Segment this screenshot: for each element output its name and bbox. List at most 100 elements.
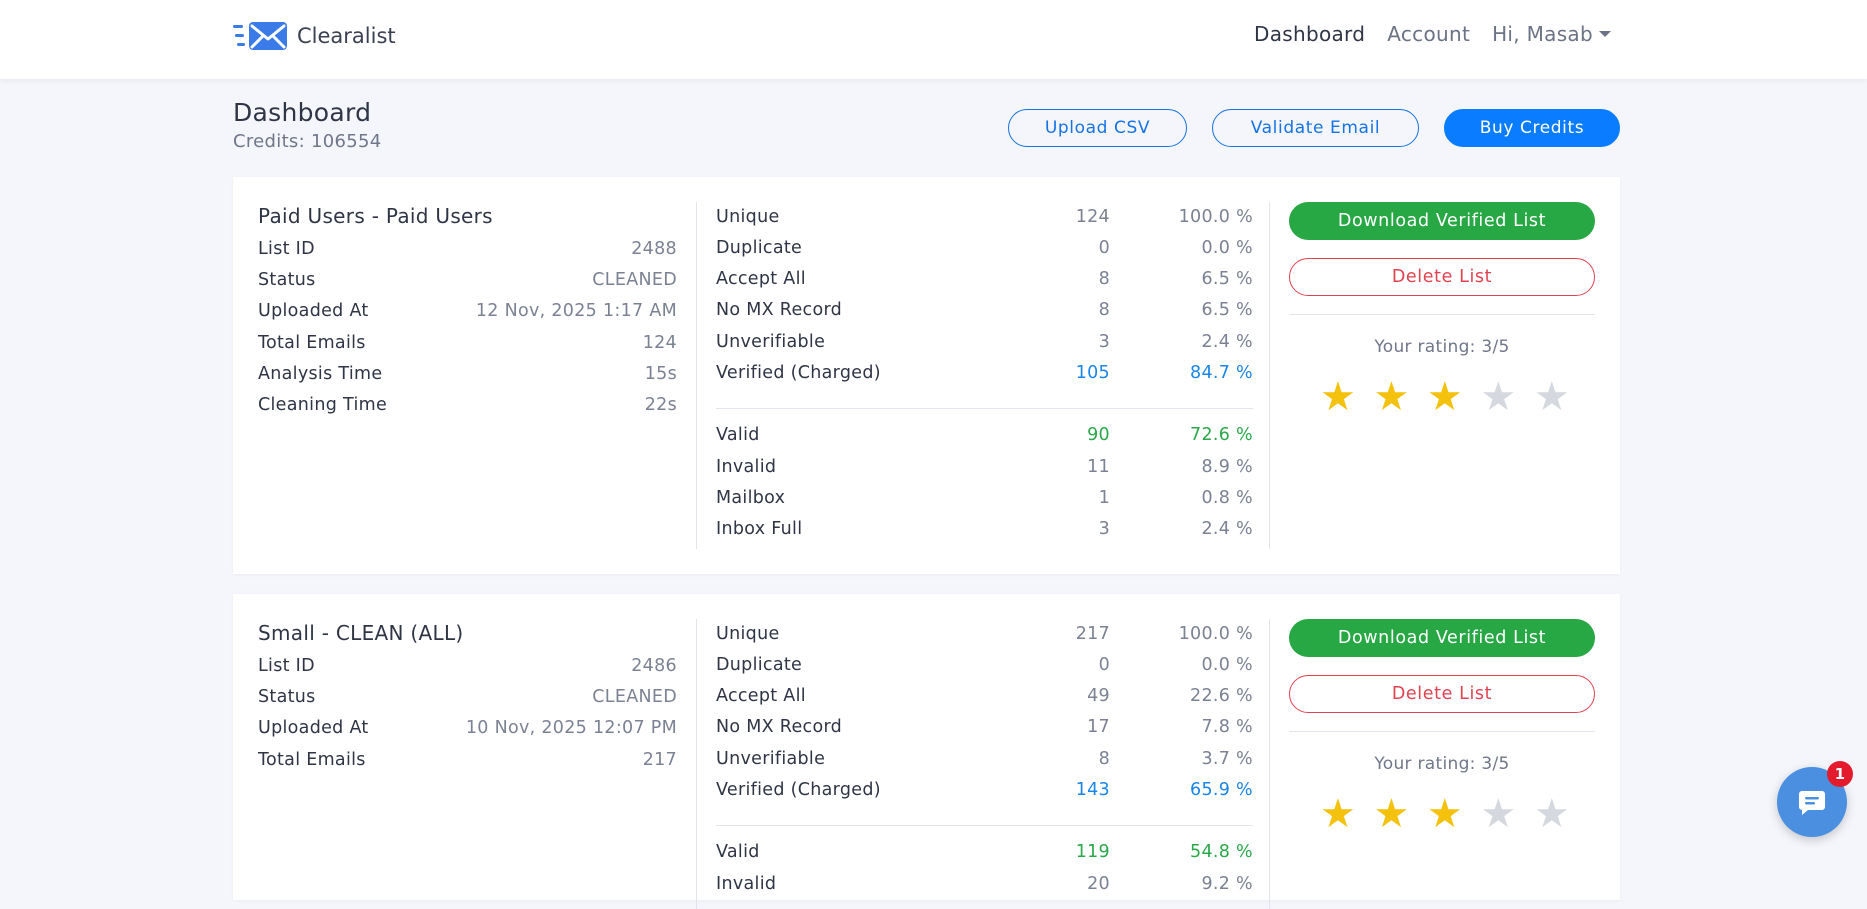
info-row: Uploaded At 12 Nov, 2025 1:17 AM <box>258 298 677 324</box>
result-count: 119 <box>1075 842 1110 862</box>
info-value: 22s <box>644 395 677 415</box>
info-row: List ID 2488 <box>258 236 677 262</box>
rating-text: Your rating: 3/5 <box>1374 754 1510 774</box>
stat-count: 105 <box>1075 363 1110 383</box>
stat-row: Unique 124 100.0 % <box>716 205 1253 231</box>
stat-percent: 6.5 % <box>1201 300 1253 320</box>
stat-percent: 100.0 % <box>1178 207 1253 227</box>
result-label: Valid <box>716 425 760 445</box>
star-icon[interactable]: ★ <box>1320 374 1357 420</box>
stat-row: Duplicate 0 0.0 % <box>716 236 1253 262</box>
nav-link-account[interactable]: Account <box>1387 22 1471 46</box>
buy-credits-button[interactable]: Buy Credits <box>1444 109 1620 147</box>
info-value: CLEANED <box>592 687 677 707</box>
column-divider <box>1269 202 1270 549</box>
result-percent: 2.4 % <box>1201 519 1253 539</box>
validate-email-button[interactable]: Validate Email <box>1212 109 1419 147</box>
result-row-valid: Valid 119 54.8 % <box>716 840 1253 866</box>
stat-count: 8 <box>1098 749 1110 769</box>
page-title: Dashboard <box>233 98 372 127</box>
star-icon[interactable]: ★ <box>1480 374 1517 420</box>
info-value: 12 Nov, 2025 1:17 AM <box>475 301 677 321</box>
star-icon[interactable]: ★ <box>1533 374 1570 420</box>
stat-label: Duplicate <box>716 655 803 675</box>
stat-row: Unverifiable 8 3.7 % <box>716 747 1253 773</box>
result-row-valid: Valid 90 72.6 % <box>716 423 1253 449</box>
stat-label: Accept All <box>716 686 806 706</box>
stat-row: Accept All 8 6.5 % <box>716 267 1253 293</box>
star-icon[interactable]: ★ <box>1373 374 1410 420</box>
result-label: Invalid <box>716 874 777 894</box>
upload-csv-button[interactable]: Upload CSV <box>1008 109 1187 147</box>
info-row: List ID 2486 <box>258 653 677 679</box>
info-label: Status <box>258 270 316 290</box>
list-name: Paid Users - Paid Users <box>258 204 493 228</box>
result-percent: 0.8 % <box>1201 488 1253 508</box>
envelope-logo-icon <box>233 22 287 50</box>
stat-percent: 84.7 % <box>1190 363 1253 383</box>
result-row: Invalid 20 9.2 % <box>716 872 1253 898</box>
stat-percent: 22.6 % <box>1190 686 1253 706</box>
star-icon[interactable]: ★ <box>1480 791 1517 837</box>
info-row: Cleaning Time 22s <box>258 392 677 418</box>
star-icon[interactable]: ★ <box>1320 791 1357 837</box>
info-label: Total Emails <box>258 750 366 770</box>
info-value: CLEANED <box>592 270 677 290</box>
stat-row-verified: Verified (Charged) 143 65.9 % <box>716 778 1253 804</box>
stat-label: Unique <box>716 207 780 227</box>
stat-percent: 3.7 % <box>1201 749 1253 769</box>
stat-count: 8 <box>1098 300 1110 320</box>
star-icon[interactable]: ★ <box>1426 374 1464 420</box>
info-row: Status CLEANED <box>258 267 677 293</box>
star-icon[interactable]: ★ <box>1533 791 1570 837</box>
stat-percent: 2.4 % <box>1201 332 1253 352</box>
credits-balance: Credits: 106554 <box>233 131 382 152</box>
result-percent: 8.9 % <box>1201 457 1253 477</box>
stat-count: 3 <box>1098 332 1110 352</box>
stat-count: 49 <box>1087 686 1110 706</box>
result-count: 1 <box>1098 488 1110 508</box>
star-rating: ★ ★ ★ ★ ★ <box>1320 377 1570 417</box>
chat-unread-badge: 1 <box>1827 761 1853 787</box>
info-row: Status CLEANED <box>258 684 677 710</box>
stat-label: Duplicate <box>716 238 803 258</box>
brand-logo[interactable]: Clearalist <box>233 20 396 52</box>
download-verified-list-button[interactable]: Download Verified List <box>1289 202 1595 240</box>
stat-percent: 7.8 % <box>1201 717 1253 737</box>
result-label: Inbox Full <box>716 519 803 539</box>
stat-row: Unverifiable 3 2.4 % <box>716 330 1253 356</box>
stat-row: Duplicate 0 0.0 % <box>716 653 1253 679</box>
info-row: Total Emails 217 <box>258 747 677 773</box>
stat-percent: 0.0 % <box>1201 655 1253 675</box>
star-icon[interactable]: ★ <box>1426 791 1464 837</box>
result-count: 20 <box>1087 874 1110 894</box>
info-label: List ID <box>258 656 315 676</box>
star-icon[interactable]: ★ <box>1373 791 1410 837</box>
stat-count: 0 <box>1098 655 1110 675</box>
result-percent: 54.8 % <box>1190 842 1253 862</box>
info-value: 10 Nov, 2025 12:07 PM <box>465 718 677 738</box>
user-menu-dropdown[interactable]: Hi, Masab <box>1492 22 1611 46</box>
stat-label: Unique <box>716 624 780 644</box>
nav-link-dashboard[interactable]: Dashboard <box>1254 22 1366 46</box>
download-verified-list-button[interactable]: Download Verified List <box>1289 619 1595 657</box>
stat-count: 17 <box>1087 717 1110 737</box>
stat-percent: 100.0 % <box>1178 624 1253 644</box>
stat-label: No MX Record <box>716 300 843 320</box>
stat-percent: 6.5 % <box>1201 269 1253 289</box>
list-card: Paid Users - Paid Users List ID 2488 Stat… <box>233 177 1620 574</box>
info-label: Total Emails <box>258 333 366 353</box>
stats-divider <box>716 825 1253 826</box>
delete-list-button[interactable]: Delete List <box>1289 258 1595 296</box>
info-value: 2488 <box>631 239 677 259</box>
info-value: 2486 <box>631 656 677 676</box>
result-count: 90 <box>1087 425 1110 445</box>
result-percent: 72.6 % <box>1190 425 1253 445</box>
stat-row: No MX Record 17 7.8 % <box>716 715 1253 741</box>
info-row: Uploaded At 10 Nov, 2025 12:07 PM <box>258 715 677 741</box>
result-count: 11 <box>1087 457 1110 477</box>
result-label: Valid <box>716 842 760 862</box>
delete-list-button[interactable]: Delete List <box>1289 675 1595 713</box>
column-divider <box>696 202 697 549</box>
column-divider <box>1269 619 1270 909</box>
